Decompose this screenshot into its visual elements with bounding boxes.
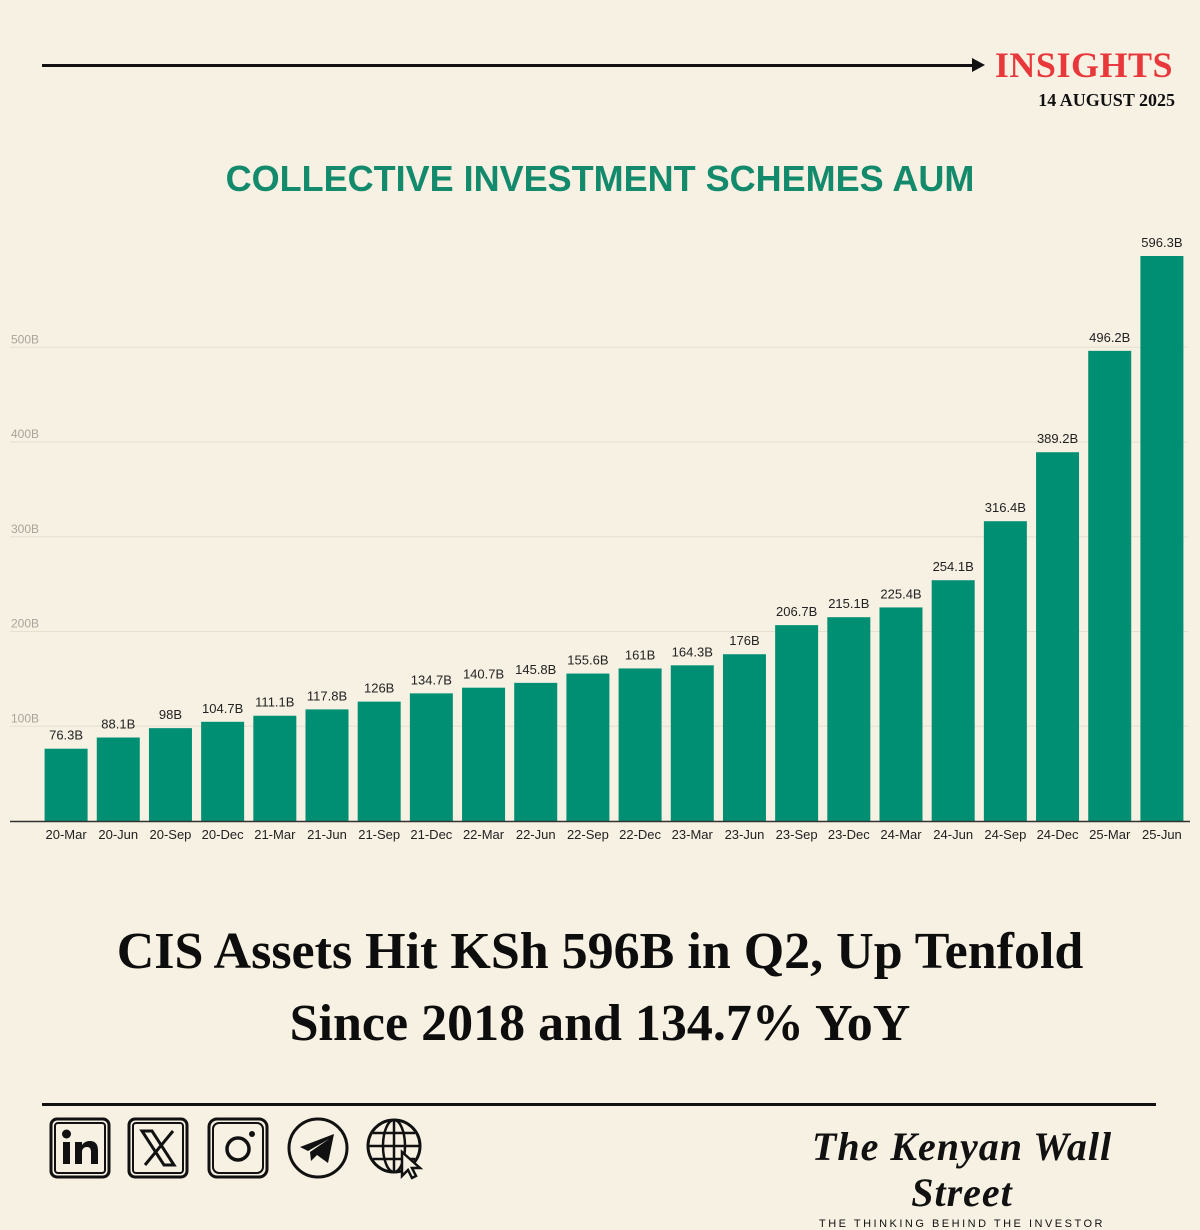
x-icon[interactable] <box>126 1116 190 1180</box>
data-label: 316.4B <box>985 500 1026 515</box>
bar <box>253 715 297 821</box>
y-tick-label: 200B <box>11 617 39 631</box>
x-tick-label: 21-Sep <box>358 827 400 842</box>
x-tick-label: 22-Jun <box>516 827 556 842</box>
data-label: 389.2B <box>1037 431 1078 446</box>
bar <box>96 737 140 821</box>
data-label: 104.7B <box>202 701 243 716</box>
x-tick-label: 23-Jun <box>725 827 765 842</box>
data-label: 206.7B <box>776 604 817 619</box>
arrow-right-icon <box>972 58 985 72</box>
headline: CIS Assets Hit KSh 596B in Q2, Up Tenfol… <box>40 916 1160 1060</box>
x-tick-label: 24-Sep <box>984 827 1026 842</box>
section-label: INSIGHTS <box>994 45 1173 85</box>
y-tick-label: 100B <box>11 711 39 725</box>
bar <box>462 687 506 821</box>
publish-date: 14 AUGUST 2025 <box>1038 90 1175 110</box>
bar <box>983 521 1027 821</box>
bar <box>357 701 401 821</box>
data-label: 164.3B <box>672 644 713 659</box>
data-label: 126B <box>364 681 394 696</box>
brand-logo: The Kenyan Wall Street <box>811 1124 1113 1215</box>
data-label: 98B <box>159 707 182 722</box>
y-tick-label: 400B <box>11 427 39 441</box>
y-tick-label: 300B <box>11 522 39 536</box>
data-label: 140.7B <box>463 667 504 682</box>
bar <box>879 607 923 821</box>
data-label: 76.3B <box>49 728 83 743</box>
brand-block: The Kenyan Wall Street THE THINKING BEHI… <box>772 1124 1152 1230</box>
data-label: 134.7B <box>411 672 452 687</box>
brand-tagline: THE THINKING BEHIND THE INVESTOR <box>819 1218 1105 1230</box>
bottom-divider-line <box>42 1103 1156 1106</box>
top-divider-line <box>42 64 974 67</box>
x-tick-label: 25-Jun <box>1142 827 1182 842</box>
data-label: 111.1B <box>255 695 294 710</box>
data-label: 117.8B <box>307 688 347 703</box>
bar <box>1036 452 1080 821</box>
x-tick-label: 21-Dec <box>410 827 452 842</box>
x-tick-label: 24-Mar <box>880 827 922 842</box>
x-tick-label: 20-Jun <box>98 827 138 842</box>
x-tick-label: 20-Dec <box>202 827 244 842</box>
bar <box>305 709 349 821</box>
data-label: 145.8B <box>515 662 556 677</box>
bar <box>775 625 819 821</box>
bar <box>722 654 766 821</box>
data-label: 596.3B <box>1141 235 1182 250</box>
x-tick-label: 23-Mar <box>672 827 714 842</box>
website-icon[interactable] <box>364 1116 428 1180</box>
data-label: 155.6B <box>567 653 608 668</box>
x-tick-label: 21-Jun <box>307 827 347 842</box>
x-tick-label: 21-Mar <box>254 827 296 842</box>
instagram-icon[interactable] <box>206 1116 270 1180</box>
x-tick-label: 25-Mar <box>1089 827 1131 842</box>
bar <box>44 748 88 821</box>
bar <box>618 668 662 821</box>
x-tick-label: 22-Mar <box>463 827 505 842</box>
y-tick-label: 500B <box>11 332 39 346</box>
x-tick-label: 22-Dec <box>619 827 661 842</box>
data-label: 225.4B <box>880 586 921 601</box>
data-label: 215.1B <box>828 596 869 611</box>
data-label: 254.1B <box>933 559 974 574</box>
data-label: 496.2B <box>1089 330 1130 345</box>
bar <box>566 673 610 821</box>
bar <box>827 617 871 821</box>
x-tick-label: 23-Sep <box>776 827 818 842</box>
x-tick-label: 20-Mar <box>45 827 87 842</box>
headline-line-1: CIS Assets Hit KSh 596B in Q2, Up Tenfol… <box>116 923 1084 980</box>
x-tick-label: 23-Dec <box>828 827 870 842</box>
bar <box>931 580 975 821</box>
bar <box>670 665 714 821</box>
bar <box>514 682 558 821</box>
headline-line-2: Since 2018 and 134.7% YoY <box>289 995 911 1052</box>
bar <box>201 721 245 821</box>
x-tick-label: 24-Jun <box>933 827 973 842</box>
bar <box>409 693 453 821</box>
bar <box>148 728 192 821</box>
data-label: 176B <box>729 633 759 648</box>
x-tick-label: 22-Sep <box>567 827 609 842</box>
linkedin-icon[interactable] <box>48 1116 112 1180</box>
chart-title: COLLECTIVE INVESTMENT SCHEMES AUM <box>225 158 975 199</box>
bar-chart: 100B 200B 300B 400B 500B 76.3B 20-Mar 88.1B 20-J… <box>10 235 1190 842</box>
bar <box>1140 256 1184 821</box>
x-tick-label: 20-Sep <box>149 827 191 842</box>
bar <box>1088 350 1132 821</box>
telegram-icon[interactable] <box>286 1116 350 1180</box>
x-tick-label: 24-Dec <box>1037 827 1079 842</box>
data-label: 161B <box>625 647 655 662</box>
data-label: 88.1B <box>101 717 135 732</box>
